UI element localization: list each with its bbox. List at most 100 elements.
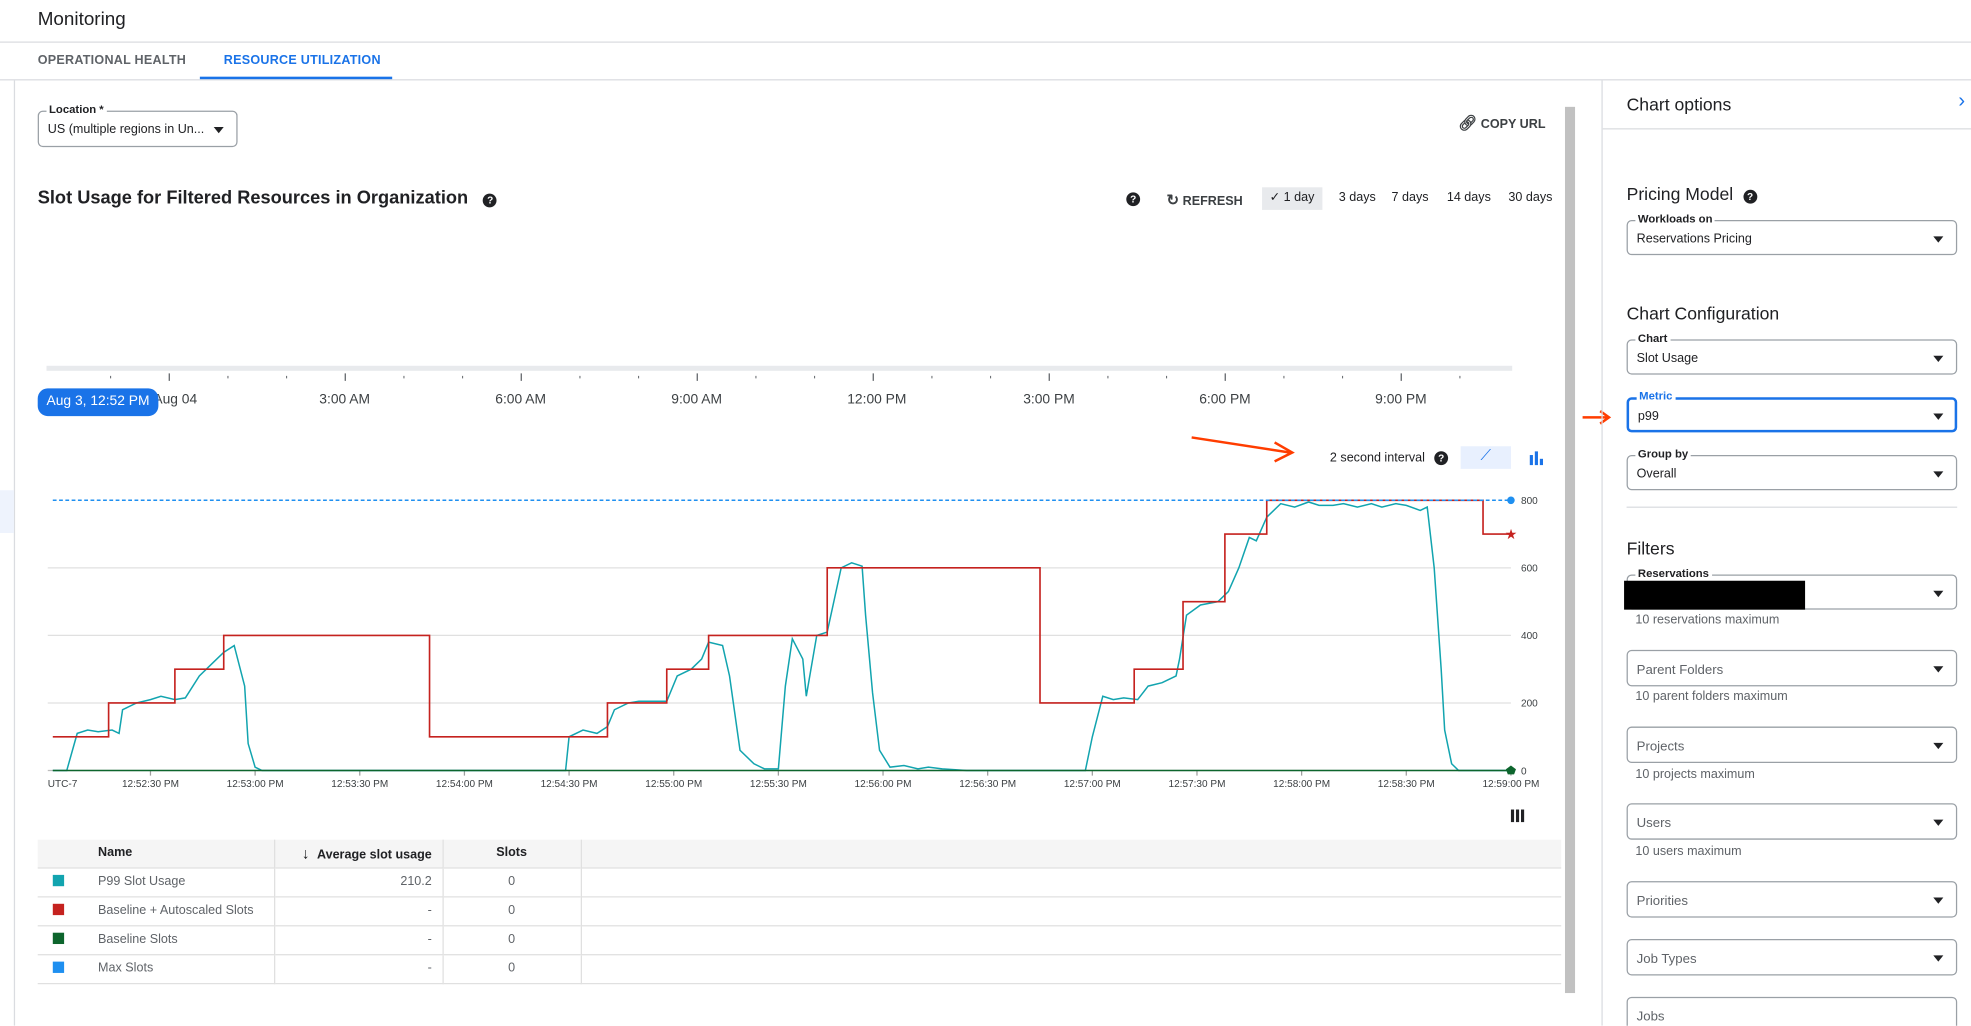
chevron-down-icon [213, 126, 224, 134]
users-select[interactable]: Users [1626, 803, 1958, 840]
series-swatch [52, 903, 65, 915]
range-14-days[interactable]: 14 days [1446, 191, 1491, 205]
parent-folders-select[interactable]: Parent Folders [1626, 649, 1958, 687]
range-7-days[interactable]: 7 days [1391, 191, 1429, 205]
tab-resource-utilization[interactable]: RESOURCE UTILIZATION [223, 54, 381, 68]
chevron-down-icon [1933, 236, 1944, 243]
columns-icon[interactable] [1510, 808, 1525, 823]
chart-title: Slot Usage for Filtered Resources in Org… [38, 189, 498, 209]
legend-table: Name ↓ Average slot usage Slots P99 Slot … [37, 839, 1562, 984]
timeline-ticks [110, 373, 1461, 381]
chevron-down-icon [1933, 471, 1944, 478]
max-slots-marker [1507, 496, 1515, 505]
x-tick-label: 12:57:00 PM [1064, 779, 1121, 790]
workloads-select[interactable]: Workloads on Reservations Pricing [1626, 212, 1958, 256]
baseline-marker [1505, 765, 1516, 775]
table-row[interactable]: P99 Slot Usage 210.2 0 [37, 866, 1562, 897]
x-tick-label: 12:56:00 PM [855, 779, 912, 790]
timeline-label: 3:00 AM [319, 392, 371, 408]
help-icon[interactable]: ? [1126, 192, 1141, 207]
table-row[interactable]: Baseline Slots - 0 [37, 924, 1562, 955]
location-select[interactable]: Location * US (multiple regions in Un... [37, 103, 238, 148]
column-header-slots[interactable]: Slots [442, 839, 582, 868]
panel-divider [1601, 80, 1603, 1026]
slots-value: 0 [442, 924, 582, 955]
job-types-select[interactable]: Job Types [1626, 938, 1958, 976]
average-value: - [274, 924, 444, 955]
table-row[interactable]: Max Slots - 0 [37, 953, 1562, 984]
line-chart-toggle[interactable]: ⟋ [1460, 446, 1511, 469]
x-tick-label: 12:52:30 PM [122, 779, 179, 790]
y-tick-label: 0 [1521, 766, 1527, 777]
chevron-down-icon [1933, 666, 1944, 673]
slot-usage-chart[interactable]: 0 200 400 600 800 UTC-7 12:52:30 PM 12:53:00 PM… [0, 484, 1565, 798]
scrollbar[interactable] [1564, 106, 1576, 994]
line-chart-icon: ⟋ [1480, 446, 1492, 464]
x-tick-label: 12:54:00 PM [436, 779, 493, 790]
copy-url-button[interactable]: 🔗︎ COPY URL [1458, 114, 1546, 132]
refresh-button[interactable]: ↻ REFRESH [1166, 191, 1243, 209]
nav-highlight [0, 490, 14, 533]
timeline-label: 3:00 PM [1023, 392, 1075, 408]
series-swatch [52, 932, 65, 944]
x-tick-label: 12:53:00 PM [227, 779, 284, 790]
interval-label: 2 second interval [1329, 451, 1425, 466]
metric-select[interactable]: Metric p99 [1626, 389, 1958, 433]
check-icon: ✓ [1269, 191, 1281, 205]
range-1-day[interactable]: ✓ 1 day [1262, 187, 1322, 210]
sort-arrow-down-icon: ↓ [301, 844, 310, 863]
series-name: Max Slots [87, 953, 275, 984]
table-row[interactable]: Baseline + Autoscaled Slots - 0 [37, 895, 1562, 926]
pricing-heading: Pricing Model ? [1627, 184, 1757, 204]
timeline-label: 12:00 PM [847, 392, 907, 408]
timeline-label: 6:00 PM [1199, 392, 1251, 408]
app-title: Monitoring [37, 8, 126, 31]
help-icon[interactable]: ? [1743, 189, 1757, 204]
column-header-name[interactable]: Name [87, 839, 275, 868]
timeline-label: 9:00 AM [671, 392, 722, 408]
projects-select[interactable]: Projects [1626, 726, 1958, 764]
app-header: Monitoring [0, 0, 1971, 43]
chart-select[interactable]: Chart Slot Usage [1626, 331, 1958, 375]
refresh-icon: ↻ [1166, 191, 1180, 209]
jobs-input[interactable]: Jobs [1626, 996, 1958, 1026]
x-tick-label: 12:58:00 PM [1273, 779, 1330, 790]
priorities-select[interactable]: Priorities [1626, 881, 1958, 918]
series-line-0[interactable] [52, 501, 1511, 772]
x-tick-label: 12:55:30 PM [750, 779, 807, 790]
timeline-cursor-badge[interactable]: Aug 3, 12:52 PM [37, 388, 159, 417]
group-by-select[interactable]: Group by Overall [1626, 447, 1958, 491]
average-value: 210.2 [274, 866, 444, 897]
range-30-days[interactable]: 30 days [1508, 191, 1553, 205]
slots-value: 0 [442, 953, 582, 984]
redacted-value [1624, 580, 1806, 610]
series-swatch [52, 960, 65, 973]
config-heading: Chart Configuration [1626, 302, 1780, 324]
help-icon[interactable]: ? [483, 193, 498, 208]
average-value: - [274, 953, 444, 984]
column-header-average[interactable]: ↓ Average slot usage [274, 839, 444, 868]
x-tick-label: 12:58:30 PM [1378, 779, 1435, 790]
tab-bar: OPERATIONAL HEALTH RESOURCE UTILIZATION [0, 44, 1971, 81]
annotation-arrow [1191, 436, 1295, 463]
series-name: Baseline + Autoscaled Slots [87, 895, 275, 926]
series-line-1[interactable] [52, 499, 1511, 738]
x-tick-label: 12:56:30 PM [959, 779, 1016, 790]
autoscaled-star-marker: ★ [1505, 526, 1517, 542]
chevron-down-icon [1933, 590, 1944, 598]
chevron-right-icon[interactable]: › [1958, 90, 1966, 112]
series-name: P99 Slot Usage [87, 866, 275, 897]
tab-operational-health[interactable]: OPERATIONAL HEALTH [37, 54, 187, 68]
annotation-arrow [1582, 410, 1612, 425]
active-tab-indicator [199, 76, 393, 80]
range-3-days[interactable]: 3 days [1338, 191, 1376, 205]
timeline-track[interactable] [46, 365, 1513, 371]
bar-chart-icon[interactable] [1529, 451, 1544, 466]
series-name: Baseline Slots [87, 924, 275, 955]
timeline-label: 9:00 PM [1375, 392, 1427, 408]
slots-value: 0 [442, 866, 582, 897]
help-icon[interactable]: ? [1434, 451, 1449, 466]
series-swatch [52, 874, 65, 886]
y-tick-label: 200 [1521, 699, 1538, 710]
y-tick-label: 400 [1521, 631, 1538, 642]
